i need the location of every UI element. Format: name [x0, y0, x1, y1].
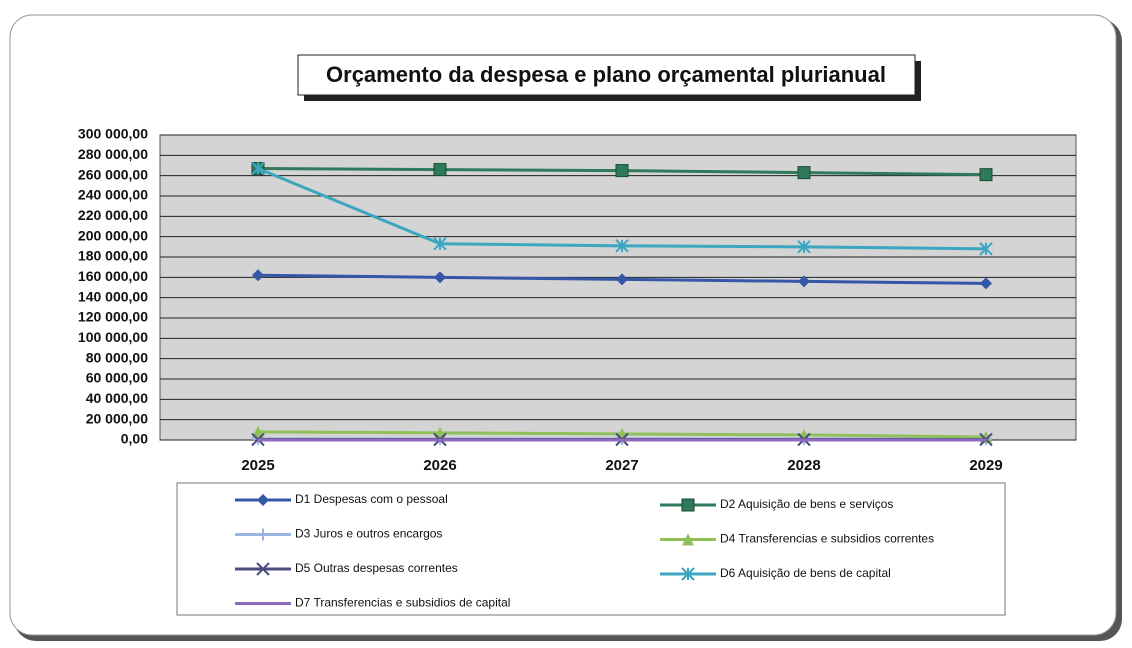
y-tick-label: 100 000,00 — [78, 329, 148, 345]
legend-label: D6 Aquisição de bens de capital — [720, 566, 891, 580]
legend-label: D7 Transferencias e subsidios de capital — [295, 596, 510, 610]
x-tick-label: 2027 — [605, 457, 638, 474]
marker — [252, 269, 264, 282]
y-tick-label: 40 000,00 — [86, 390, 148, 406]
y-tick-label: 300 000,00 — [78, 126, 148, 142]
legend-label: D1 Despesas com o pessoal — [295, 492, 448, 506]
marker — [797, 240, 811, 254]
y-tick-label: 240 000,00 — [78, 187, 148, 203]
marker — [433, 163, 447, 177]
legend-marker — [257, 494, 269, 506]
plot-area — [159, 134, 1077, 441]
marker — [615, 239, 629, 253]
y-tick-label: 120 000,00 — [78, 309, 148, 325]
marker — [979, 168, 993, 182]
marker — [439, 439, 441, 441]
x-tick-label: 2025 — [241, 457, 274, 474]
marker — [252, 425, 264, 438]
y-tick-label: 200 000,00 — [78, 227, 148, 243]
legend-marker — [682, 533, 694, 546]
legend-label: D3 Juros e outros encargos — [295, 527, 442, 541]
y-tick-label: 180 000,00 — [78, 248, 148, 264]
marker — [797, 166, 811, 180]
y-tick-label: 140 000,00 — [78, 288, 148, 304]
x-tick-label: 2026 — [423, 457, 456, 474]
marker — [979, 242, 993, 256]
marker — [621, 439, 623, 441]
title-box — [297, 54, 916, 96]
y-tick-label: 80 000,00 — [86, 349, 148, 365]
x-tick-label: 2028 — [787, 457, 820, 474]
y-tick-label: 280 000,00 — [78, 146, 148, 162]
x-tick-label: 2029 — [969, 457, 1002, 474]
marker — [434, 271, 446, 284]
marker — [980, 277, 992, 290]
marker — [798, 428, 810, 441]
legend-marker — [681, 567, 695, 581]
legend-label: D5 Outras despesas correntes — [295, 561, 458, 575]
marker — [985, 439, 987, 441]
legend-label: D4 Transferencias e subsidios correntes — [720, 532, 934, 546]
marker — [615, 164, 629, 178]
y-tick-label: 160 000,00 — [78, 268, 148, 284]
y-tick-label: 220 000,00 — [78, 207, 148, 223]
legend-marker — [681, 498, 695, 512]
legend-marker — [256, 562, 270, 576]
marker — [616, 273, 628, 286]
legend-marker — [257, 528, 269, 541]
marker — [251, 161, 265, 176]
y-tick-label: 0,00 — [121, 431, 148, 447]
chart-title: Orçamento da despesa e plano orçamental … — [326, 62, 886, 87]
marker — [803, 439, 805, 441]
legend — [176, 482, 1006, 616]
legend-marker — [262, 602, 264, 605]
y-tick-label: 260 000,00 — [78, 166, 148, 182]
legend-label: D2 Aquisição de bens e serviços — [720, 497, 893, 511]
y-tick-label: 60 000,00 — [86, 370, 148, 386]
marker — [257, 439, 259, 441]
marker — [798, 275, 810, 288]
y-tick-label: 20 000,00 — [86, 410, 148, 426]
marker — [433, 237, 447, 251]
